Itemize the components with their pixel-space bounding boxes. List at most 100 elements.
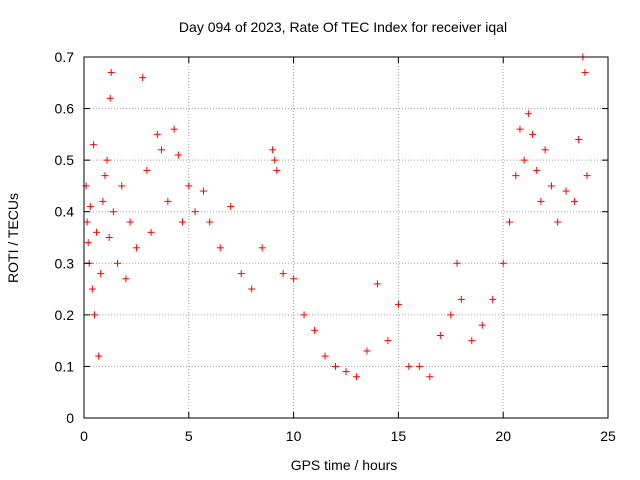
data-point [524,110,532,118]
data-point [126,218,134,226]
data-points [82,53,591,381]
y-tick-label: 0.3 [55,255,75,271]
data-point [541,146,549,154]
plot-frame [83,56,609,419]
data-point [311,326,319,334]
data-point [457,295,465,303]
data-point [405,362,413,370]
x-tick-label: 0 [80,428,88,444]
data-point [143,166,151,174]
data-point [273,166,281,174]
data-point [384,337,392,345]
data-point [174,151,182,159]
data-point [332,362,340,370]
data-point [114,259,122,267]
data-point [147,228,155,236]
y-tick-label: 0.6 [55,101,75,117]
y-tick-label: 0.2 [55,307,75,323]
data-point [105,234,113,241]
data-point [99,197,107,205]
data-point [415,362,423,370]
data-point [453,259,461,267]
data-point [122,275,130,283]
data-point [84,239,92,247]
data-point [185,182,193,190]
y-tick-label: 0.1 [55,358,75,374]
data-point [499,259,507,267]
data-point [206,218,214,226]
data-point [170,125,178,133]
grid-lines [84,57,608,418]
data-point [352,373,360,381]
x-tick-label: 10 [286,428,302,444]
x-tick-label: 5 [185,428,193,444]
y-tick-label: 0.4 [55,204,75,220]
data-point [118,182,126,190]
chart-title: Day 094 of 2023, Rate Of TEC Index for r… [179,19,507,35]
data-point [436,331,444,339]
data-point [88,285,96,293]
data-point [426,373,434,381]
data-point [164,197,172,205]
data-point [554,218,562,226]
x-axis-label: GPS time / hours [291,457,398,473]
data-point [529,130,537,138]
data-point [478,321,486,329]
data-point [191,208,199,216]
data-point [394,301,402,309]
data-point [533,166,541,174]
x-axis-ticks: 0 5 10 15 20 25 [80,57,616,444]
data-point [516,125,524,133]
data-point [269,146,277,154]
data-point [158,146,166,154]
data-point [248,285,256,293]
data-point [468,337,476,345]
x-tick-label: 25 [600,428,616,444]
data-point [101,172,109,180]
data-point [512,172,520,180]
data-point [271,156,279,164]
data-point [199,187,207,195]
data-point [86,203,94,211]
data-point [363,347,371,355]
y-tick-label: 0.7 [55,49,75,65]
data-point [132,244,140,252]
data-point [95,352,103,360]
y-axis-ticks: 0 0.1 0.2 0.3 0.4 0.5 0.6 0.7 [55,49,608,426]
x-tick-label: 15 [391,428,407,444]
data-point [489,295,497,303]
data-point [581,68,589,76]
y-tick-label: 0.5 [55,152,75,168]
data-point [90,311,98,319]
data-point [227,203,235,211]
data-point [547,182,555,190]
data-point [562,187,570,195]
data-point [342,368,350,376]
data-point [321,352,329,360]
data-point [179,218,187,226]
y-axis-label: ROTI / TECUs [5,193,21,283]
data-point [373,280,381,288]
data-point [103,156,111,164]
data-point [447,311,455,319]
data-point [237,270,245,278]
data-point [300,311,308,319]
data-point [107,68,115,76]
data-point [93,228,101,236]
x-tick-label: 20 [495,428,511,444]
data-point [83,218,91,226]
data-point [279,270,287,278]
data-point [106,94,114,102]
data-point [139,74,147,82]
data-point [583,172,591,180]
data-point [520,156,528,164]
data-point [97,270,105,278]
data-point [89,141,97,149]
data-point [216,244,224,252]
y-tick-label: 0 [66,410,74,426]
data-point [153,130,161,138]
data-point [505,218,513,226]
data-point [570,197,578,205]
data-point [575,136,583,144]
